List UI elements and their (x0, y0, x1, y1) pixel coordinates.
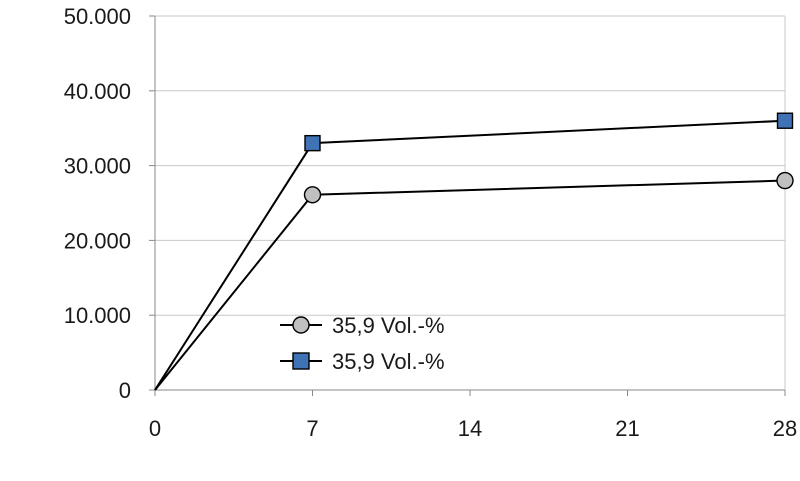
y-tick-label-1: 10.000 (64, 303, 131, 328)
x-tick-label-4: 28 (773, 416, 797, 441)
legend-marker-square (292, 352, 310, 370)
y-axis: 0 10.000 20.000 30.000 40.000 50.000 (64, 4, 156, 403)
legend-entry-1: 35,9 Vol.-% (280, 313, 445, 338)
series-line-1 (154, 179, 786, 391)
legend-label-2: 35,9 Vol.-% (332, 349, 445, 374)
legend-label-1: 35,9 Vol.-% (332, 313, 445, 338)
x-tick-label-2: 14 (458, 416, 482, 441)
x-tick-label-1: 7 (306, 416, 318, 441)
data-point-circle-1 (303, 186, 322, 204)
y-tick-label-5: 50.000 (64, 4, 131, 29)
legend-entry-2: 35,9 Vol.-% (280, 349, 445, 374)
x-tick-label-0: 0 (149, 416, 161, 441)
data-point-square-2 (776, 112, 794, 129)
data-point-circle-2 (776, 171, 794, 190)
legend-marker-circle (292, 316, 310, 334)
series-layer (154, 112, 794, 391)
series-line-2 (154, 119, 786, 391)
grid-lines (155, 15, 785, 316)
y-tick-label-3: 30.000 (64, 154, 131, 179)
y-tick-label-4: 40.000 (64, 79, 131, 104)
legend: 35,9 Vol.-% 35,9 Vol.-% (280, 313, 445, 374)
y-tick-label-0: 0 (119, 378, 131, 403)
data-point-square-1 (304, 134, 321, 152)
x-tick-label-3: 21 (615, 416, 639, 441)
x-axis: 0 7 14 21 28 (149, 389, 797, 441)
y-tick-label-2: 20.000 (64, 228, 131, 253)
